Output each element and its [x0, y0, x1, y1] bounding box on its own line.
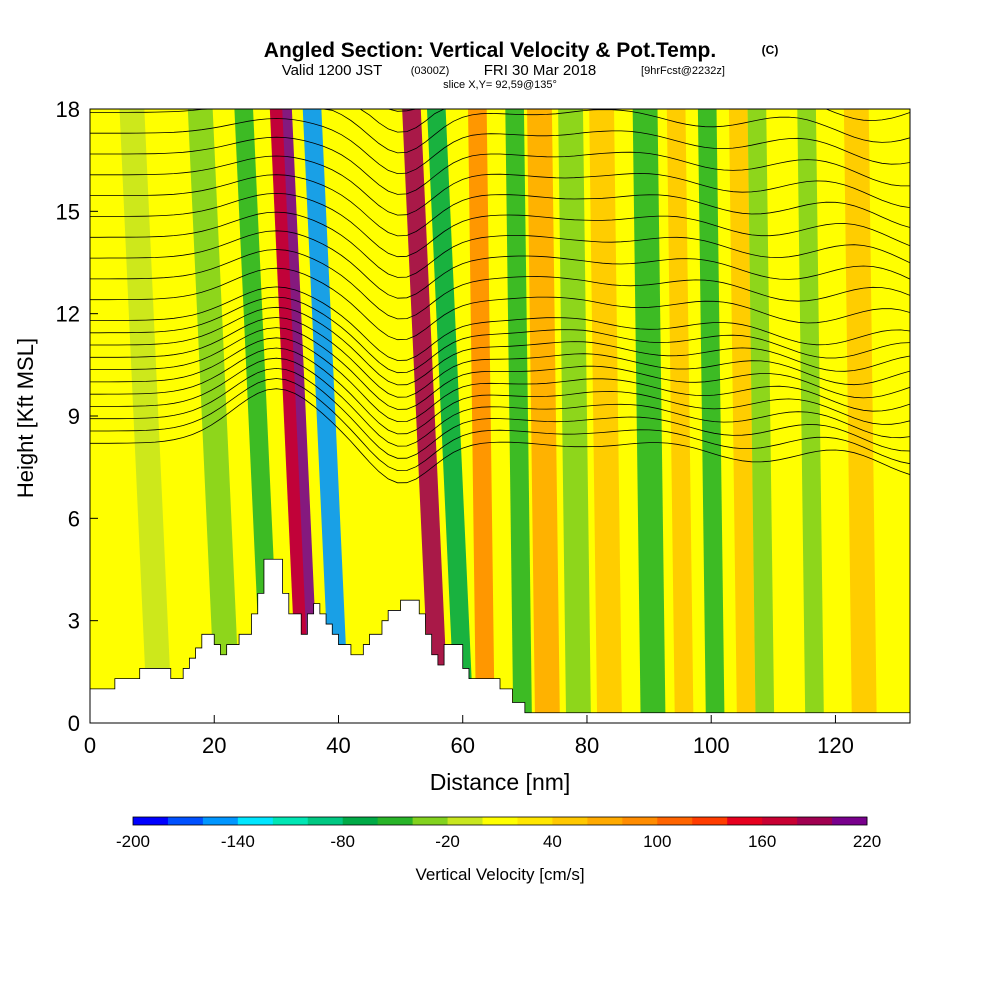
isotherm-18 — [90, 136, 910, 195]
colorbar-segment-16 — [692, 817, 728, 825]
velocity-band-11 — [666, 109, 694, 723]
isotherm-13 — [90, 230, 910, 299]
velocity-band-5 — [468, 109, 495, 723]
isotherm-7 — [90, 317, 910, 398]
velocity-band-3 — [402, 109, 449, 723]
x-tick-label: 40 — [326, 733, 350, 758]
colorbar-segment-20 — [832, 817, 868, 825]
colorbar-tick-label: -80 — [330, 832, 355, 851]
velocity-band-1 — [269, 109, 311, 723]
velocity-band-15 — [797, 109, 824, 723]
chart-title-unit: (C) — [762, 43, 779, 57]
velocity-band-17 — [119, 109, 173, 723]
isotherm-2 — [90, 367, 910, 459]
velocity-band-6 — [505, 109, 532, 723]
x-tick-label: 120 — [817, 733, 854, 758]
colorbar-segment-15 — [657, 817, 693, 825]
velocity-band-13 — [728, 109, 756, 723]
isotherm-16 — [90, 174, 910, 237]
velocity-band-2 — [302, 109, 350, 723]
chart-title: Angled Section: Vertical Velocity & Pot.… — [264, 39, 716, 62]
velocity-band-7 — [527, 109, 560, 723]
valid-date: FRI 30 Mar 2018 — [484, 62, 597, 79]
forecast-label: [9hrFcst@2232z] — [641, 65, 725, 77]
plot-area — [90, 109, 910, 723]
isotherm-20 — [90, 109, 910, 154]
isotherm-3 — [90, 357, 910, 447]
y-tick-label: 6 — [68, 506, 80, 531]
velocity-field — [90, 109, 910, 723]
colorbar-segment-5 — [307, 817, 344, 825]
colorbar-frame — [132, 816, 868, 826]
velocity-band-16 — [843, 109, 877, 723]
isotherm-4 — [90, 347, 910, 435]
colorbar-segment-18 — [762, 817, 798, 825]
colorbar-tick-label: 40 — [543, 832, 562, 851]
isotherm-15 — [90, 192, 910, 258]
isotherm-8 — [90, 306, 910, 386]
colorbar-segment-10 — [482, 817, 518, 825]
y-axis-label: Height [Kft MSL] — [13, 338, 38, 498]
y-tick-label: 0 — [68, 711, 80, 736]
isotherm-10 — [90, 286, 910, 361]
velocity-band-18 — [187, 109, 241, 723]
y-tick-label: 15 — [56, 199, 80, 224]
terrain — [90, 558, 910, 723]
isotherm-0 — [90, 388, 910, 484]
axes: 0 20 40 60 80 100 120 0 3 6 9 12 15 18 — [56, 97, 911, 758]
isotherm-9 — [90, 296, 910, 374]
isotherm-14 — [90, 211, 910, 278]
colorbar-segment-7 — [377, 817, 414, 825]
x-tick-label: 60 — [450, 733, 474, 758]
colorbar-segment-12 — [552, 817, 588, 825]
isotherm-1 — [90, 378, 910, 472]
colorbar-segment-9 — [447, 817, 484, 825]
colorbar-segment-3 — [237, 817, 274, 825]
velocity-band-14 — [747, 109, 775, 723]
colorbar-segment-11 — [517, 817, 553, 825]
y-tick-label: 12 — [56, 302, 80, 327]
colorbar-segment-14 — [622, 817, 658, 825]
colorbar-segment-17 — [727, 817, 763, 825]
colorbar-segment-6 — [342, 817, 379, 825]
x-tick-label: 80 — [575, 733, 599, 758]
slice-label: slice X,Y= 92,59@135° — [443, 79, 557, 91]
colorbar-segment-1 — [167, 817, 204, 825]
colorbar-tick-label: 160 — [748, 832, 776, 851]
colorbar-tick-label: 220 — [853, 832, 881, 851]
colorbar: -200 -140 -80 -20 40 100 160 220 — [116, 816, 881, 851]
x-tick-label: 100 — [693, 733, 730, 758]
colorbar-segment-4 — [272, 817, 309, 825]
colorbar-label: Vertical Velocity [cm/s] — [415, 865, 584, 884]
isotherm-19 — [90, 118, 910, 175]
colorbar-tick-label: -200 — [116, 832, 150, 851]
isotherm-5 — [90, 337, 910, 423]
colorbar-segment-0 — [133, 817, 169, 825]
colorbar-segment-19 — [797, 817, 833, 825]
colorbar-tick-label: -140 — [221, 832, 255, 851]
y-tick-label: 3 — [68, 609, 80, 634]
colorbar-tick-label: 100 — [643, 832, 671, 851]
velocity-band-8 — [558, 109, 591, 723]
isotherm-11 — [90, 267, 910, 341]
valid-prefix: Valid 1200 JST — [282, 62, 383, 79]
colorbar-segment-2 — [202, 817, 239, 825]
colorbar-segment-8 — [412, 817, 449, 825]
y-tick-label: 18 — [56, 97, 80, 122]
x-tick-label: 20 — [202, 733, 226, 758]
y-tick-label: 9 — [68, 404, 80, 429]
colorbar-tick-label: -20 — [435, 832, 460, 851]
valid-zulu: (0300Z) — [411, 65, 450, 77]
velocity-band-4 — [426, 109, 474, 723]
x-tick-label: 0 — [84, 733, 96, 758]
isotherm-12 — [90, 249, 910, 320]
isotherm-17 — [90, 155, 910, 216]
colorbar-segment-13 — [587, 817, 623, 825]
x-axis-label: Distance [nm] — [430, 769, 571, 795]
isotherm-6 — [90, 327, 910, 410]
